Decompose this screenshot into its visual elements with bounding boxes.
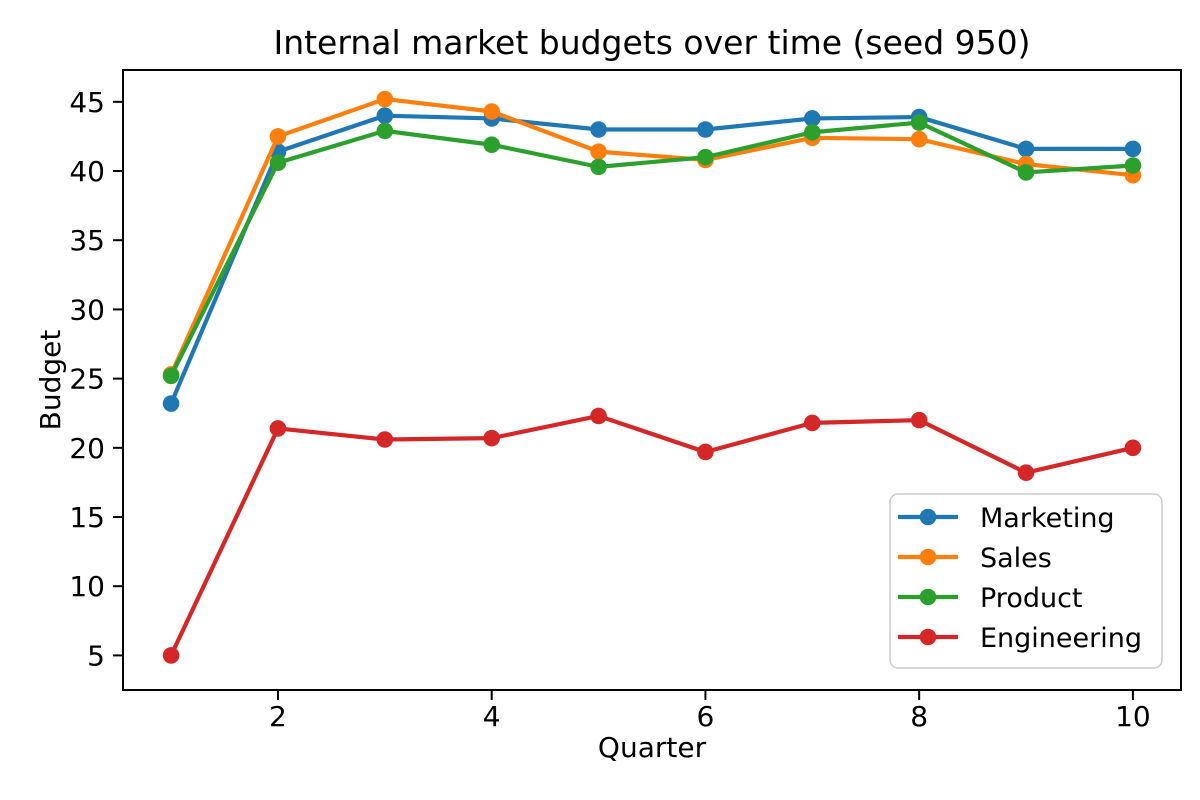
legend-box (889, 493, 1163, 669)
y-tick-label: 15 (69, 501, 105, 534)
data-point-marker-engineering (1124, 439, 1142, 457)
y-tick-label: 5 (87, 639, 105, 672)
data-point-marker-product (483, 136, 500, 154)
data-point-marker-product (269, 154, 287, 172)
legend-item-sales: Sales (898, 543, 1052, 574)
x-tick-label: 2 (269, 700, 287, 733)
y-tick-label: 10 (69, 570, 105, 603)
series-line-engineering (168, 413, 1136, 658)
legend-item-product: Product (898, 583, 1083, 614)
y-tick-label: 45 (69, 86, 105, 119)
data-point-marker-engineering (697, 443, 714, 461)
legend-marker (919, 628, 937, 646)
data-point-marker-product (910, 114, 928, 131)
x-axis-label: Quarter (598, 731, 707, 764)
data-point-marker-engineering (910, 411, 928, 429)
legend-label: Product (980, 583, 1083, 614)
y-tick-label: 35 (69, 224, 105, 257)
x-tick-label: 10 (1115, 700, 1151, 733)
data-point-marker-engineering (1017, 464, 1035, 482)
y-tick-label: 20 (69, 432, 105, 465)
data-point-marker-product (590, 158, 607, 176)
x-tick-label: 6 (697, 700, 715, 733)
x-tick-label: 8 (910, 700, 928, 733)
series-line-product (168, 120, 1136, 378)
data-point-marker-marketing (804, 110, 821, 127)
data-point-marker-sales (376, 90, 394, 108)
data-point-marker-product (376, 122, 394, 140)
data-point-marker-product (804, 123, 821, 141)
data-point-marker-engineering (483, 429, 500, 447)
x-tick-label: 4 (483, 700, 501, 733)
data-point-marker-sales (910, 130, 928, 148)
data-point-marker-product (697, 148, 714, 166)
y-tick-label: 30 (69, 293, 105, 326)
data-point-marker-sales (590, 143, 607, 160)
legend-label: Sales (980, 543, 1052, 574)
data-point-marker-engineering (590, 407, 607, 425)
y-tick-label: 40 (69, 155, 105, 188)
data-point-marker-engineering (376, 431, 394, 448)
data-point-marker-engineering (162, 647, 180, 664)
legend-marker (919, 508, 937, 526)
legend-marker (919, 548, 937, 566)
series-line-marketing (168, 113, 1136, 406)
data-point-marker-sales (269, 128, 287, 145)
data-point-marker-marketing (1017, 140, 1035, 158)
legend-label: Marketing (980, 503, 1115, 534)
legend-marker (919, 588, 937, 606)
legend-label: Engineering (980, 623, 1142, 654)
data-point-marker-marketing (590, 121, 607, 138)
legend-item-engineering: Engineering (898, 623, 1142, 654)
data-point-marker-sales (483, 103, 500, 120)
y-tick-label: 25 (69, 363, 105, 396)
y-axis-label: Budget (34, 330, 67, 431)
legend-item-marketing: Marketing (898, 503, 1115, 534)
data-point-marker-marketing (697, 121, 714, 138)
data-point-marker-engineering (804, 414, 821, 432)
data-point-marker-marketing (1124, 140, 1142, 158)
data-point-marker-product (162, 367, 180, 385)
data-point-marker-marketing (376, 107, 394, 124)
series-line-sales (168, 96, 1136, 377)
chart-title: Internal market budgets over time (seed … (273, 23, 1030, 62)
data-point-marker-engineering (269, 420, 287, 437)
data-point-marker-product (1124, 157, 1142, 174)
plot-border (122, 69, 1182, 691)
data-point-marker-product (1017, 164, 1035, 181)
data-point-marker-marketing (162, 395, 180, 412)
